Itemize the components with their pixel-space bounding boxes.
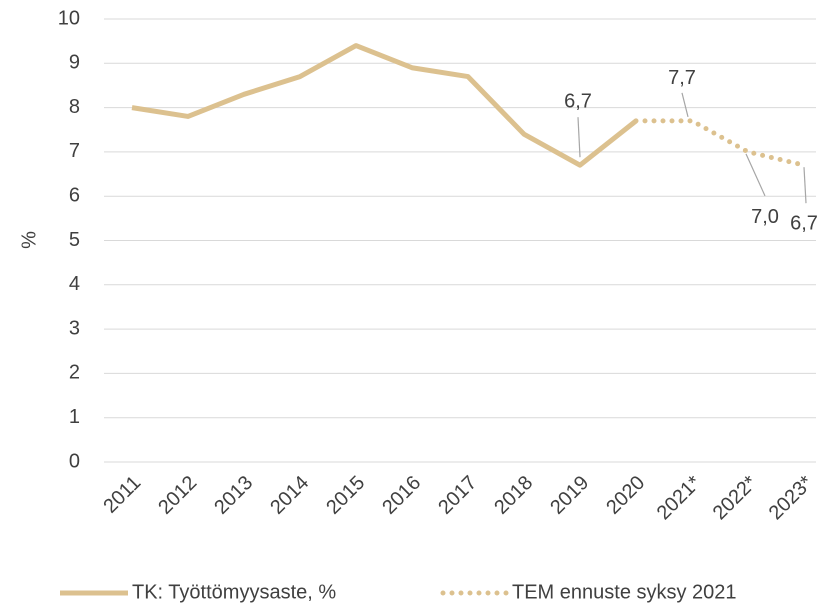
y-tick-label: 5 <box>69 229 80 251</box>
y-axis-label: % <box>18 231 40 249</box>
leader-line <box>803 167 807 204</box>
x-tick-label: 2020 <box>602 472 649 519</box>
data-label: 6,7 <box>790 212 817 234</box>
line-series <box>131 43 638 168</box>
legend-label: TK: Työttömyysaste, % <box>132 581 336 603</box>
data-label: 6,7 <box>564 90 592 112</box>
data-label: 7,0 <box>751 206 779 228</box>
legend-label: TEM ennuste syksy 2021 <box>512 581 737 603</box>
x-tick-label: 2021* <box>653 472 706 525</box>
y-tick-label: 4 <box>69 273 80 295</box>
y-tick-label: 1 <box>69 406 80 428</box>
x-tick-label: 2015 <box>322 472 369 519</box>
x-tick-label: 2014 <box>266 472 313 519</box>
y-tick-label: 7 <box>69 140 80 162</box>
y-tick-label: 0 <box>69 450 80 472</box>
y-tick-label: 8 <box>69 96 80 118</box>
x-tick-label: 2016 <box>378 472 425 519</box>
x-tick-label: 2011 <box>99 472 145 518</box>
x-tick-label: 2019 <box>546 472 593 519</box>
y-tick-label: 3 <box>69 317 80 339</box>
line-series <box>633 118 807 168</box>
x-tick-label: 2012 <box>154 472 201 519</box>
x-tick-label: 2022* <box>709 472 762 525</box>
leader-line <box>577 117 581 158</box>
data-label: 7,7 <box>668 67 696 89</box>
y-tick-label: 9 <box>69 52 80 74</box>
x-tick-label: 2023* <box>765 472 817 525</box>
y-tick-label: 6 <box>69 184 80 206</box>
x-tick-label: 2018 <box>490 472 537 519</box>
leader-line <box>681 92 689 118</box>
leader-line <box>745 153 766 197</box>
y-tick-label: 2 <box>69 362 80 384</box>
y-tick-label: 10 <box>58 7 80 29</box>
x-tick-label: 2017 <box>434 472 481 519</box>
x-tick-label: 2013 <box>210 472 257 519</box>
